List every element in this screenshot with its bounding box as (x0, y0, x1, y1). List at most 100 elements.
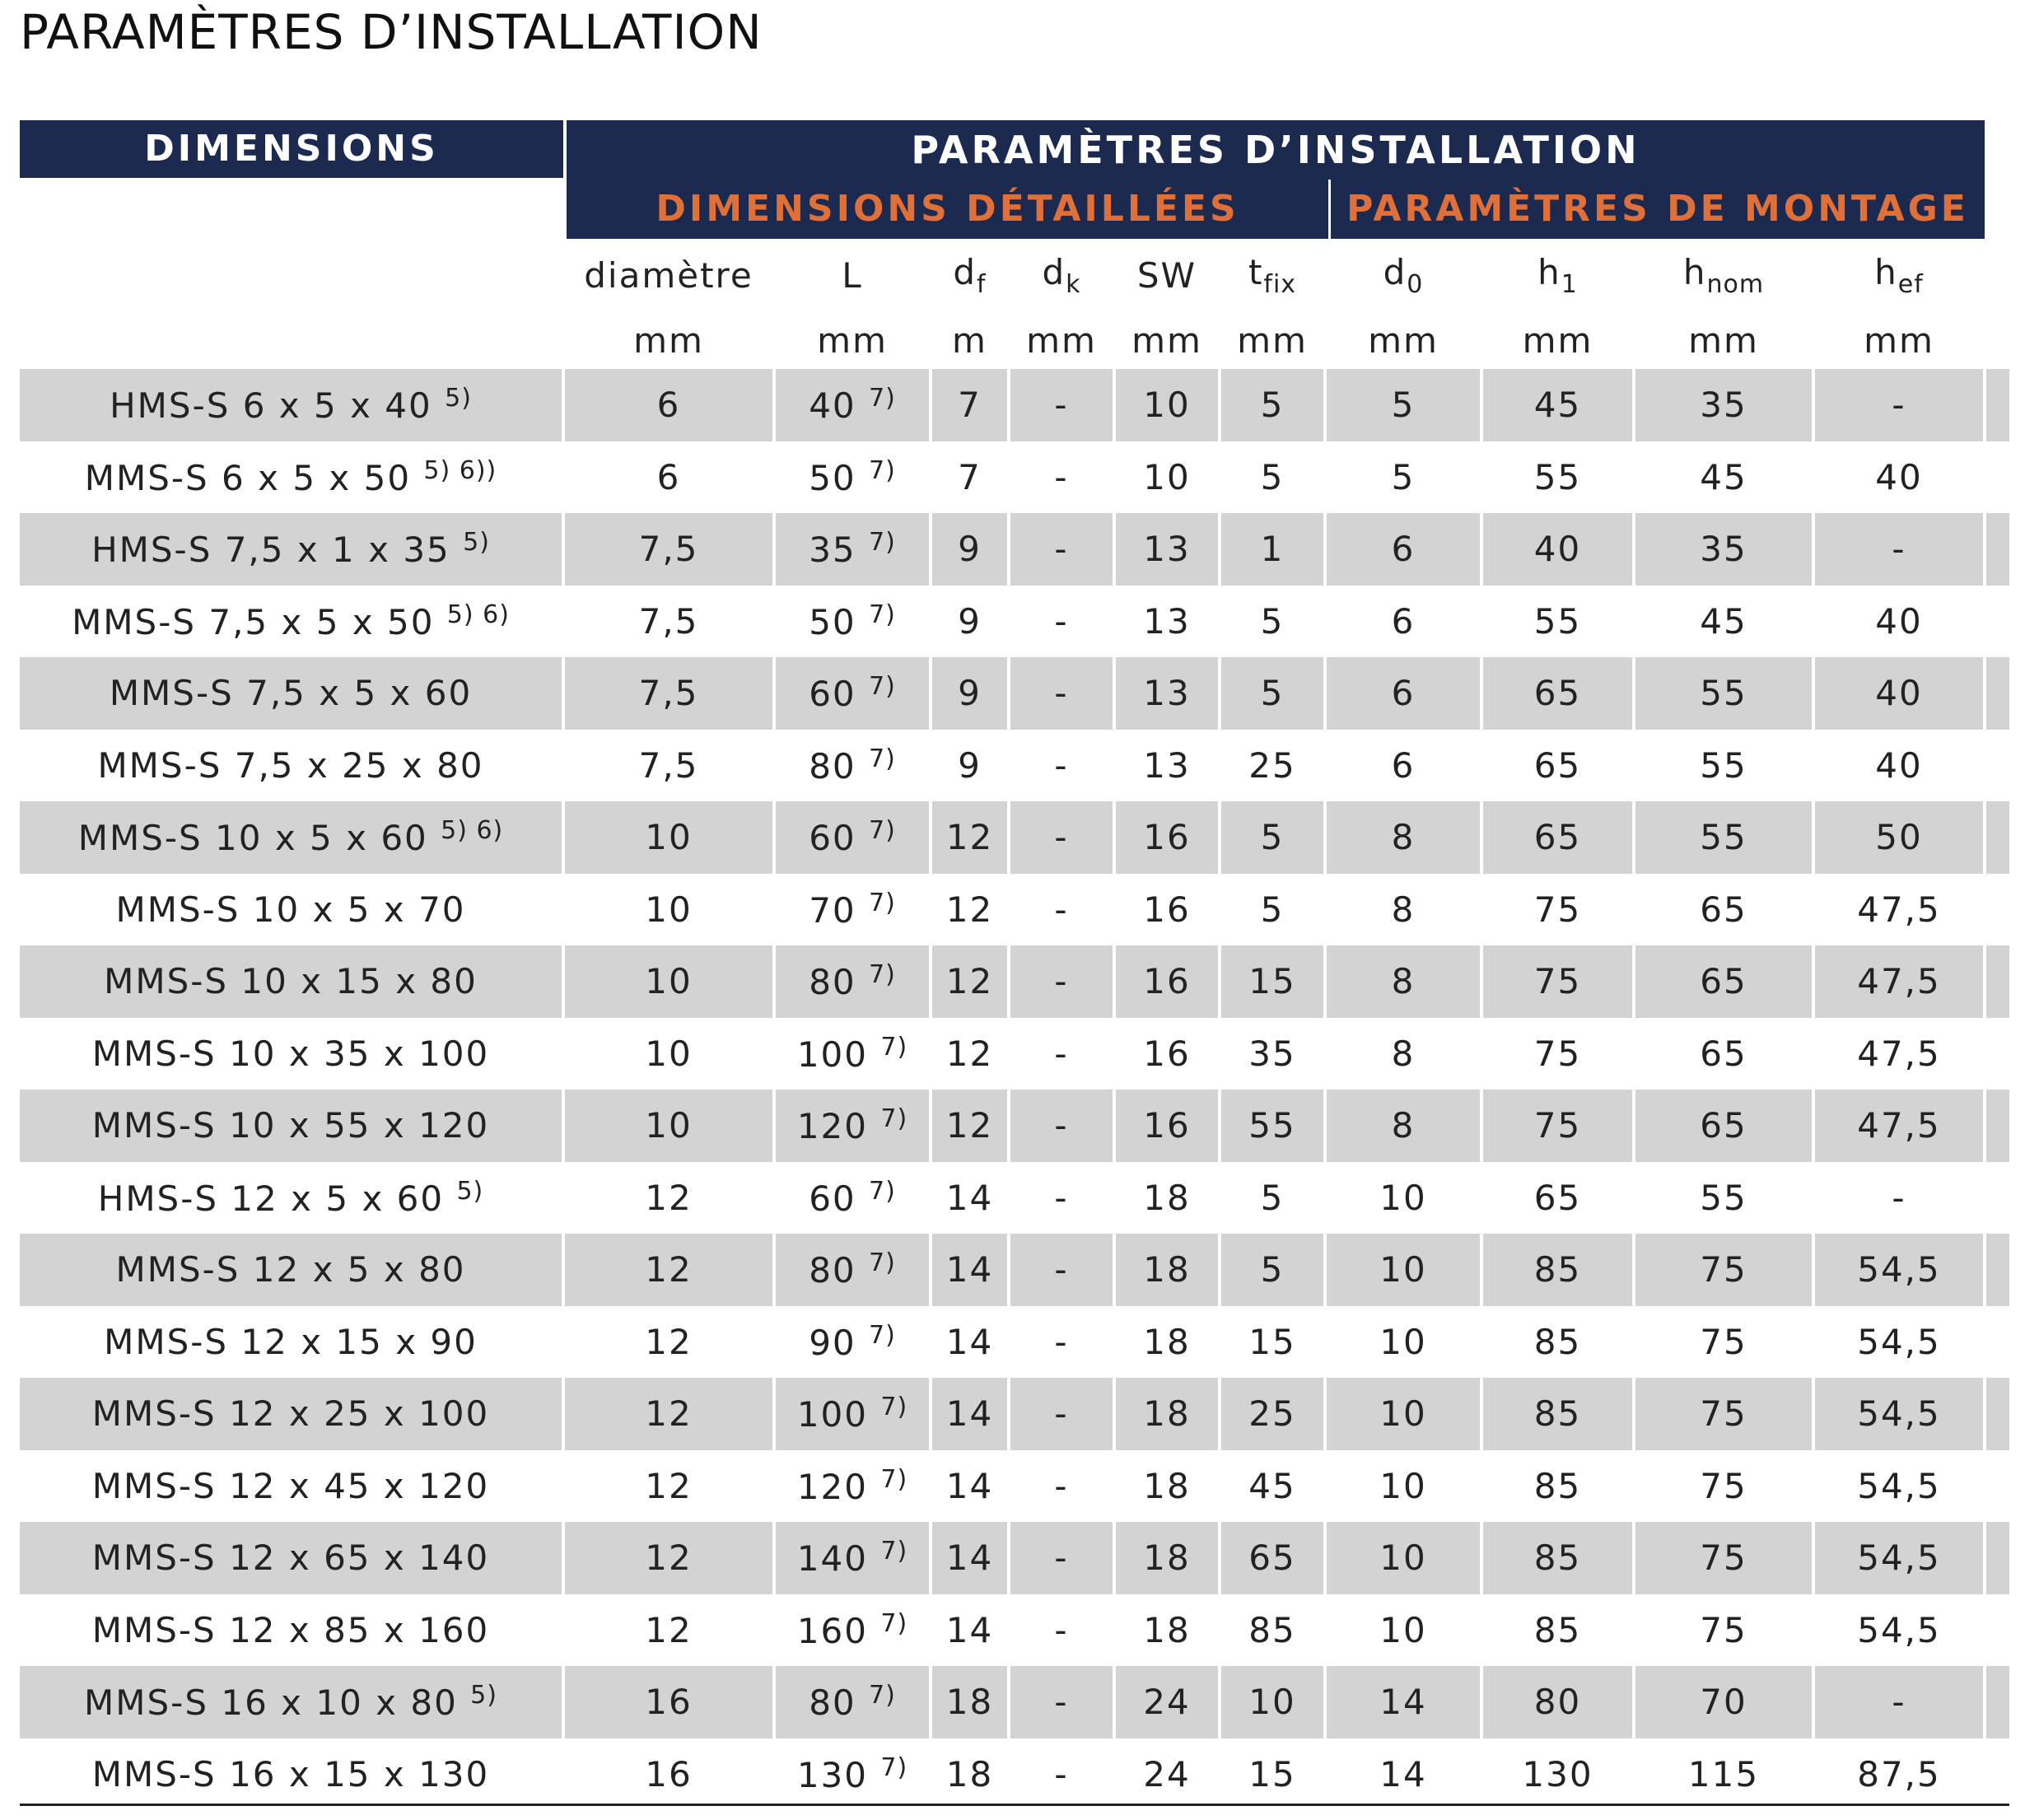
cell-sw: 13 (1113, 657, 1220, 730)
table-row: MMS-S 10 x 55 x 120 10 120 7) 12 - 16 55 8 75 65 4… (20, 1090, 2009, 1162)
column-unit: mm (1131, 320, 1202, 361)
column-symbol: d (1042, 251, 1066, 292)
cell-df: 12 (929, 1017, 1009, 1090)
cell-value: 16 (645, 1753, 693, 1794)
installation-params-header: PARAMÈTRES D’INSTALLATION DIMENSIONS DÉT… (567, 120, 1985, 239)
row-tail (1983, 1666, 2009, 1738)
footnote-ref: 7) (869, 672, 896, 702)
cell-d: 6 (562, 441, 774, 513)
cell-value: 12 (945, 1033, 994, 1074)
cell-dk: - (1007, 1378, 1114, 1450)
cell-tfix: 45 (1218, 1449, 1325, 1522)
cell-value: 10 (645, 1105, 693, 1146)
footnote-ref: 7) (869, 960, 896, 990)
cell-value: 47,5 (1857, 1105, 1941, 1146)
cell-value: 7,5 (638, 744, 699, 786)
cell-value: 14 (945, 1249, 994, 1290)
cell-hnom: 35 (1632, 513, 1813, 586)
product-name-cell: MMS-S 7,5 x 5 x 60 (20, 657, 563, 730)
cell-value: 18 (1143, 1321, 1191, 1362)
cell-hnom: 55 (1632, 729, 1813, 801)
cell-h1: 45 (1480, 369, 1634, 441)
footnote-ref: 5) (445, 384, 472, 413)
cell-value: 10 (645, 817, 693, 858)
cell-value: - (1054, 1609, 1069, 1650)
cell-hef: 40 (1812, 657, 1985, 730)
footnote-ref: 7) (880, 1032, 908, 1062)
cell-value: - (1054, 817, 1069, 858)
cell-value: 54,5 (1857, 1538, 1941, 1579)
cell-h1: 75 (1480, 945, 1634, 1018)
cell-value: 14 (945, 1538, 994, 1579)
cell-sw: 24 (1113, 1666, 1220, 1738)
column-unit: mm (817, 320, 888, 361)
cell-h1: 75 (1480, 1017, 1634, 1090)
cell-d: 16 (562, 1666, 774, 1738)
table-row: MMS-S 10 x 5 x 70 10 70 7) 12 - 16 5 8 75 65 47,5 (20, 873, 2009, 945)
product-name-cell: MMS-S 12 x 65 x 140 (20, 1522, 563, 1594)
product-name: MMS-S 10 x 5 x 60 (77, 818, 428, 859)
product-name-cell: MMS-S 16 x 10 x 80 5) (20, 1666, 563, 1738)
cell-h1: 85 (1480, 1234, 1634, 1306)
column-symbol: t (1248, 251, 1264, 292)
cell-value: 5 (1391, 456, 1416, 497)
cell-sw: 16 (1113, 801, 1220, 874)
cell-value: 1 (1260, 529, 1285, 570)
row-tail (1983, 1594, 2009, 1666)
cell-value: 10 (645, 961, 693, 1002)
cell-sw: 10 (1113, 369, 1220, 441)
column-subscript: fix (1263, 269, 1297, 299)
cell-sw: 16 (1113, 873, 1220, 945)
cell-value: - (1054, 1105, 1069, 1146)
cell-value: 160 (796, 1610, 868, 1651)
cell-value: 12 (645, 1538, 693, 1579)
cell-value: 75 (1700, 1321, 1747, 1362)
cell-hef: 47,5 (1812, 945, 1985, 1018)
footnote-ref: 7) (880, 1752, 908, 1782)
cell-hef: 54,5 (1812, 1234, 1985, 1306)
cell-sw: 16 (1113, 1017, 1220, 1090)
column-header: df (931, 239, 1009, 311)
column-header: tfix (1220, 239, 1325, 311)
cell-dk: - (1007, 1161, 1114, 1234)
cell-value: 80 (809, 962, 856, 1003)
cell-tfix: 5 (1218, 369, 1325, 441)
cell-value: 35 (809, 530, 856, 571)
column-unit: mm (1522, 320, 1593, 361)
cell-value: 100 (796, 1394, 868, 1435)
column-unit: mm (1864, 320, 1934, 361)
cell-value: 65 (1700, 889, 1747, 930)
cell-value: 10 (1248, 1682, 1296, 1723)
cell-value: 87,5 (1857, 1753, 1941, 1794)
cell-d0: 6 (1323, 585, 1481, 657)
cell-value: 40 (1875, 600, 1923, 642)
cell-hnom: 75 (1632, 1234, 1813, 1306)
cell-dk: - (1007, 369, 1114, 441)
cell-df: 14 (929, 1378, 1009, 1450)
cell-value: 10 (1379, 1538, 1427, 1579)
cell-value: 65 (1533, 817, 1582, 858)
cell-L: 60 7) (772, 1161, 931, 1234)
footnote-ref: 5) (463, 528, 490, 558)
cell-value: 16 (1143, 961, 1191, 1002)
column-subscript: 1 (1561, 269, 1578, 299)
cell-tfix: 5 (1218, 585, 1325, 657)
cell-value: 70 (809, 889, 856, 931)
cell-df: 14 (929, 1234, 1009, 1306)
cell-value: - (1054, 1177, 1069, 1218)
cell-value: 55 (1700, 817, 1747, 858)
cell-value: 7,5 (638, 529, 699, 570)
cell-d0: 10 (1323, 1234, 1481, 1306)
cell-value: 6 (1391, 744, 1416, 786)
cell-tfix: 25 (1218, 1378, 1325, 1450)
cell-hef: - (1812, 1666, 1985, 1738)
cell-df: 12 (929, 873, 1009, 945)
cell-value: 5 (1260, 600, 1285, 642)
cell-value: 14 (945, 1465, 994, 1506)
cell-dk: - (1007, 1449, 1114, 1522)
product-name: MMS-S 7,5 x 5 x 50 (72, 601, 435, 642)
row-tail (1983, 729, 2009, 801)
cell-df: 14 (929, 1522, 1009, 1594)
table-row: MMS-S 12 x 65 x 140 12 140 7) 14 - 18 65 10 85 75… (20, 1522, 2009, 1594)
